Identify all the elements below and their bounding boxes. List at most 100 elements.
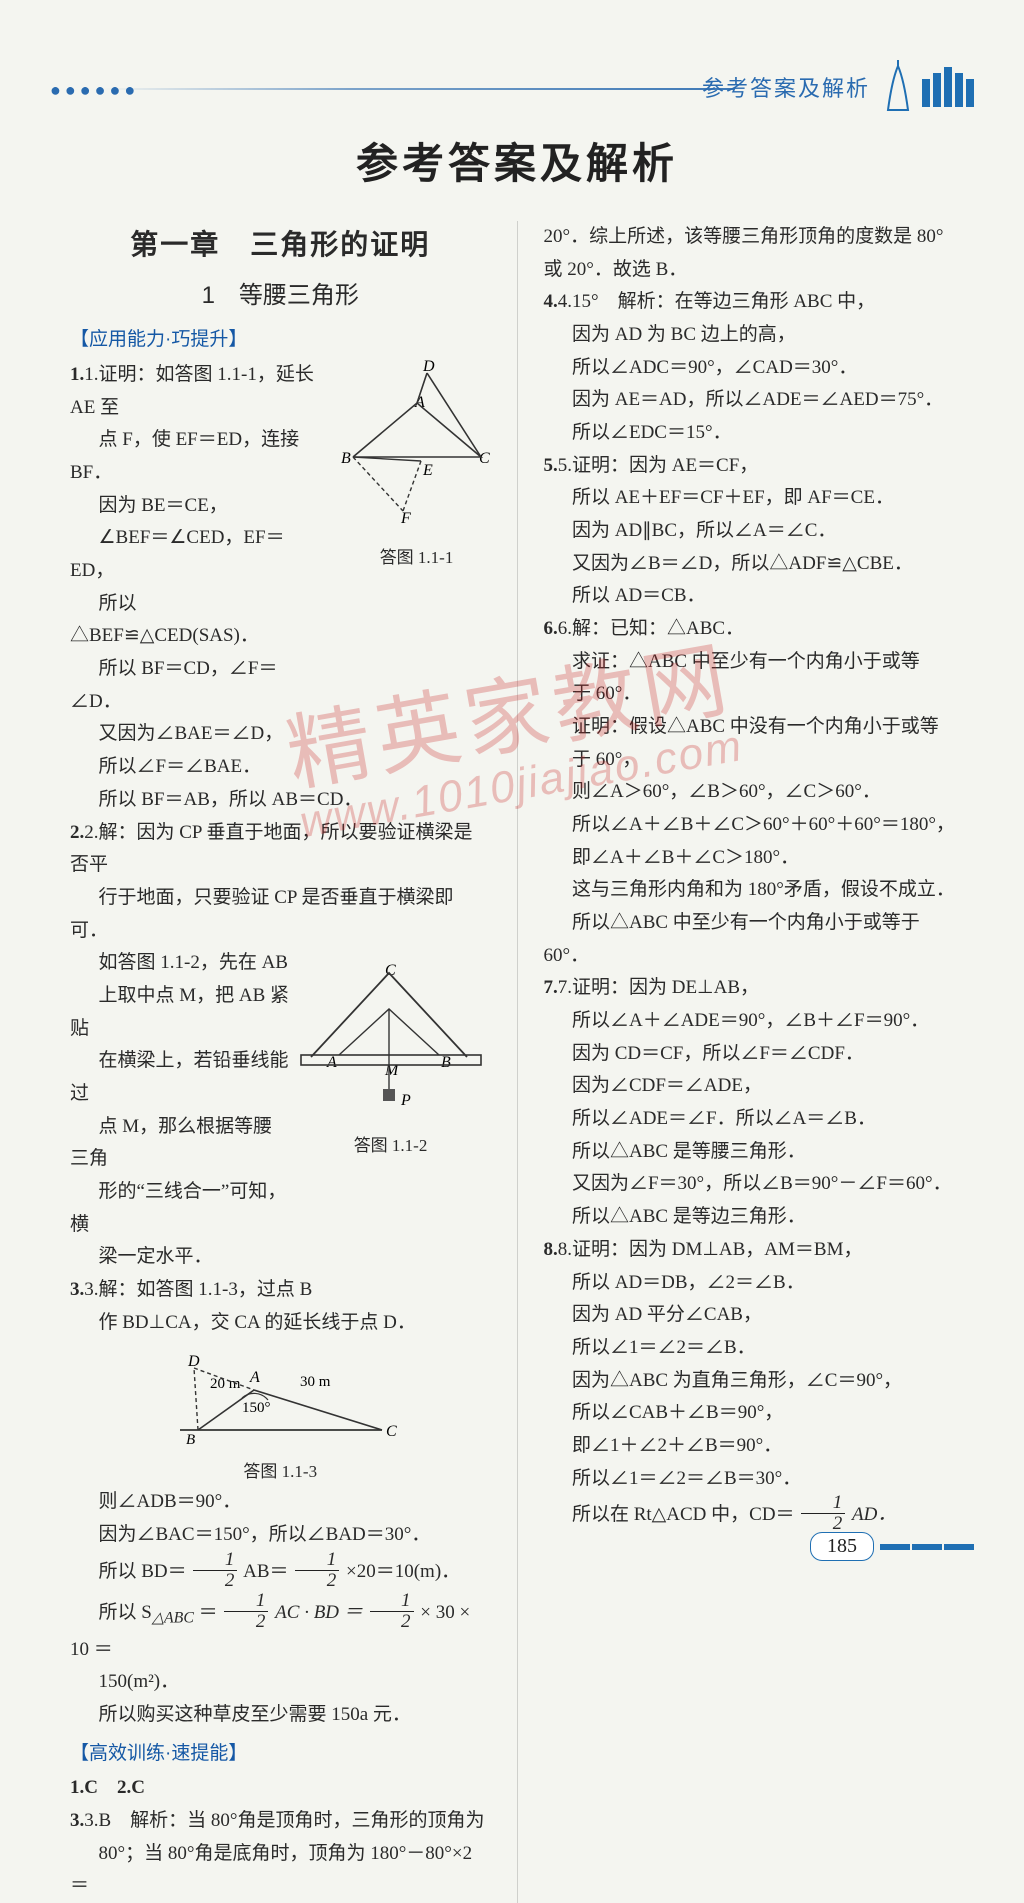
footer-stripes-icon <box>880 1544 974 1550</box>
q2-line: 如答图 1.1-2，先在 AB <box>70 947 291 980</box>
q6-line: 则∠A＞60°，∠B＞60°，∠C＞60°． <box>543 776 964 809</box>
r-line: 或 20°．故选 B． <box>543 254 964 287</box>
q3-frag: ×20＝10(m)． <box>346 1561 460 1582</box>
page: ●●●●●● 参考答案及解析 参考答案及解析 第一章 三角形的证明 1 等腰三角… <box>0 0 1024 1587</box>
figure-1-caption: 答图 1.1-1 <box>337 543 497 572</box>
q8-line: 因为 AD 平分∠CAB， <box>543 1299 964 1332</box>
q5-text: 5.证明：因为 AE＝CF， <box>558 455 759 476</box>
q6-line: 所以△ABC 中至少有一个内角小于或等于 60°． <box>543 907 964 972</box>
q6-line: 所以∠A＋∠B＋∠C＞60°＋60°＋60°＝180°， <box>543 809 964 842</box>
q4-line: 所以∠EDC＝15°． <box>543 417 964 450</box>
q4-line: 4.4.15° 解析：在等边三角形 ABC 中， <box>543 286 964 319</box>
fig1-label-F: F <box>400 510 411 527</box>
q6-line: 于 60°． <box>543 678 964 711</box>
header-stripes-icon <box>922 67 974 107</box>
q3-line: 作 BD⊥CA，交 CA 的延长线于点 D． <box>70 1307 491 1340</box>
q8-line: 所以∠1＝∠2＝∠B＝30°． <box>543 1463 964 1496</box>
chapter-heading: 第一章 三角形的证明 <box>70 221 491 269</box>
skill-box-label-2: 【高效训练·速提能】 <box>70 1738 491 1771</box>
q6-text: 6.解：已知：△ABC． <box>558 618 744 639</box>
svg-text:B: B <box>441 1054 451 1071</box>
q3-frag: AC · BD ＝ <box>275 1602 367 1623</box>
q5-line: 所以 AE＋EF＝CF＋EF，即 AF＝CE． <box>543 482 964 515</box>
q6-line: 即∠A＋∠B＋∠C＞180°． <box>543 842 964 875</box>
q5-line: 又因为∠B＝∠D，所以△ADF≌△CBE． <box>543 548 964 581</box>
q2-line: 上取中点 M，把 AB 紧贴 <box>70 980 291 1045</box>
fig1-label-B: B <box>341 450 351 467</box>
figure-3-caption: 答图 1.1-3 <box>70 1457 491 1486</box>
content-columns: 第一章 三角形的证明 1 等腰三角形 【应用能力·巧提升】 1.1.证明：如答图… <box>70 221 964 1903</box>
figure-2-caption: 答图 1.1-2 <box>291 1131 491 1160</box>
q4-text: 4.15° 解析：在等边三角形 ABC 中， <box>558 291 875 312</box>
q1-line: 所以 BF＝AB，所以 AB＝CD． <box>70 784 491 817</box>
svg-text:P: P <box>400 1092 411 1109</box>
q8-line: 因为△ABC 为直角三角形，∠C＝90°， <box>543 1365 964 1398</box>
q7-line: 因为 CD＝CF，所以∠F＝∠CDF． <box>543 1038 964 1071</box>
q1-block: 1.1.证明：如答图 1.1-1，延长 AE 至 点 F，使 EF＝ED，连接 … <box>70 359 491 816</box>
q2-flex: 如答图 1.1-2，先在 AB 上取中点 M，把 AB 紧贴 在横梁上，若铅垂线… <box>70 947 491 1274</box>
q3-line: 因为∠BAC＝150°，所以∠BAD＝30°． <box>70 1519 491 1552</box>
q8-text: 8.证明：因为 DM⊥AB，AM＝BM， <box>558 1239 863 1260</box>
q8-line: 所以∠CAB＋∠B＝90°， <box>543 1397 964 1430</box>
q8-line: 即∠1＋∠2＋∠B＝90°． <box>543 1430 964 1463</box>
q2-line: 梁一定水平． <box>70 1241 291 1274</box>
q2-line: 形的“三线合一”可知，横 <box>70 1176 291 1241</box>
q1-line: ∠BEF＝∠CED，EF＝ED， <box>70 522 320 587</box>
q2-line: 点 M，那么根据等腰三角 <box>70 1111 291 1176</box>
fig1-label-C: C <box>479 450 490 467</box>
q3b-text: 3.B 解析：当 80°角是顶角时，三角形的顶角为 <box>84 1810 484 1831</box>
left-column: 第一章 三角形的证明 1 等腰三角形 【应用能力·巧提升】 1.1.证明：如答图… <box>70 221 491 1903</box>
fraction: 12 <box>224 1591 268 1632</box>
q3b-line: 80°；当 80°角是底角时，顶角为 180°－80°×2＝ <box>70 1838 491 1903</box>
q3-sub: △ABC <box>152 1609 194 1626</box>
page-footer: 185 <box>810 1532 974 1561</box>
q3-line: 所以购买这种草皮至少需要 150a 元． <box>70 1699 491 1732</box>
q3-line: 则∠ADB＝90°． <box>70 1486 491 1519</box>
q1-line: 所以 BF＝CD，∠F＝∠D． <box>70 653 320 718</box>
header-rule <box>100 88 734 90</box>
q7-line: 又因为∠F＝30°，所以∠B＝90°－∠F＝60°． <box>543 1168 964 1201</box>
q2-line: 行于地面，只要验证 CP 是否垂直于横梁即可． <box>70 882 491 947</box>
q1-line: 所以∠F＝∠BAE． <box>70 751 491 784</box>
q7-line: 所以∠ADE＝∠F．所以∠A＝∠B． <box>543 1103 964 1136</box>
q1-line: 1.1.证明：如答图 1.1-1，延长 AE 至 <box>70 359 320 424</box>
q6-line: 6.6.解：已知：△ABC． <box>543 613 964 646</box>
pen-icon <box>878 60 918 114</box>
skill-box-label-1: 【应用能力·巧提升】 <box>70 324 491 357</box>
fig1-label-E: E <box>422 462 433 479</box>
q8-frag: 所以在 Rt△ACD 中，CD＝ <box>572 1504 795 1525</box>
q1-text: 1.证明：如答图 1.1-1，延长 AE 至 <box>70 364 314 418</box>
q8-line: 所以在 Rt△ACD 中，CD＝ 12 AD． <box>543 1495 964 1536</box>
q8-line: 8.8.证明：因为 DM⊥AB，AM＝BM， <box>543 1234 964 1267</box>
q1-line: 点 F，使 EF＝ED，连接 BF． <box>70 424 320 489</box>
q6-line: 求证：△ABC 中至少有一个内角小于或等 <box>543 646 964 679</box>
q4-line: 因为 AD 为 BC 边上的高， <box>543 319 964 352</box>
figure-1-1-1: D A B C E F <box>337 359 497 559</box>
fraction: 12 <box>801 1493 845 1534</box>
q5-line: 5.5.证明：因为 AE＝CF， <box>543 450 964 483</box>
q7-line: 所以△ABC 是等腰三角形． <box>543 1136 964 1169</box>
q5-line: 所以 AD＝CB． <box>543 580 964 613</box>
fraction: 12 <box>295 1550 339 1591</box>
q3b-line: 3.3.B 解析：当 80°角是顶角时，三角形的顶角为 <box>70 1805 491 1838</box>
ans-text: 1.C 2.C <box>70 1777 145 1798</box>
q3-frag: ＝ <box>199 1602 223 1623</box>
q3-line: 3.3.解：如答图 1.1-3，过点 B <box>70 1274 491 1307</box>
q2-line: 2.2.解：因为 CP 垂直于地面，所以要验证横梁是否平 <box>70 817 491 882</box>
svg-text:A: A <box>249 1369 260 1386</box>
svg-text:A: A <box>326 1054 337 1071</box>
q5-line: 因为 AD∥BC，所以∠A＝∠C． <box>543 515 964 548</box>
q6-line: 这与三角形内角和为 180°矛盾，假设不成立． <box>543 874 964 907</box>
header-dots: ●●●●●● <box>50 80 139 101</box>
q1-line: 所以△BEF≌△CED(SAS)． <box>70 588 320 653</box>
figure-1-1-3: D A C 20 m 30 m 150° B <box>70 1345 491 1486</box>
header-right: 参考答案及解析 <box>702 60 974 114</box>
section-heading: 1 等腰三角形 <box>70 275 491 316</box>
q3-line: 150(m²)． <box>70 1666 491 1699</box>
q6-line: 证明：假设△ABC 中没有一个内角小于或等 <box>543 711 964 744</box>
figure-1-1-2: A B M P C 答图 1 <box>291 947 491 1160</box>
q2-line: 在横梁上，若铅垂线能过 <box>70 1045 291 1110</box>
page-number: 185 <box>810 1532 874 1561</box>
q3-frag: 所以 S <box>99 1602 152 1623</box>
fraction: 12 <box>193 1550 237 1591</box>
